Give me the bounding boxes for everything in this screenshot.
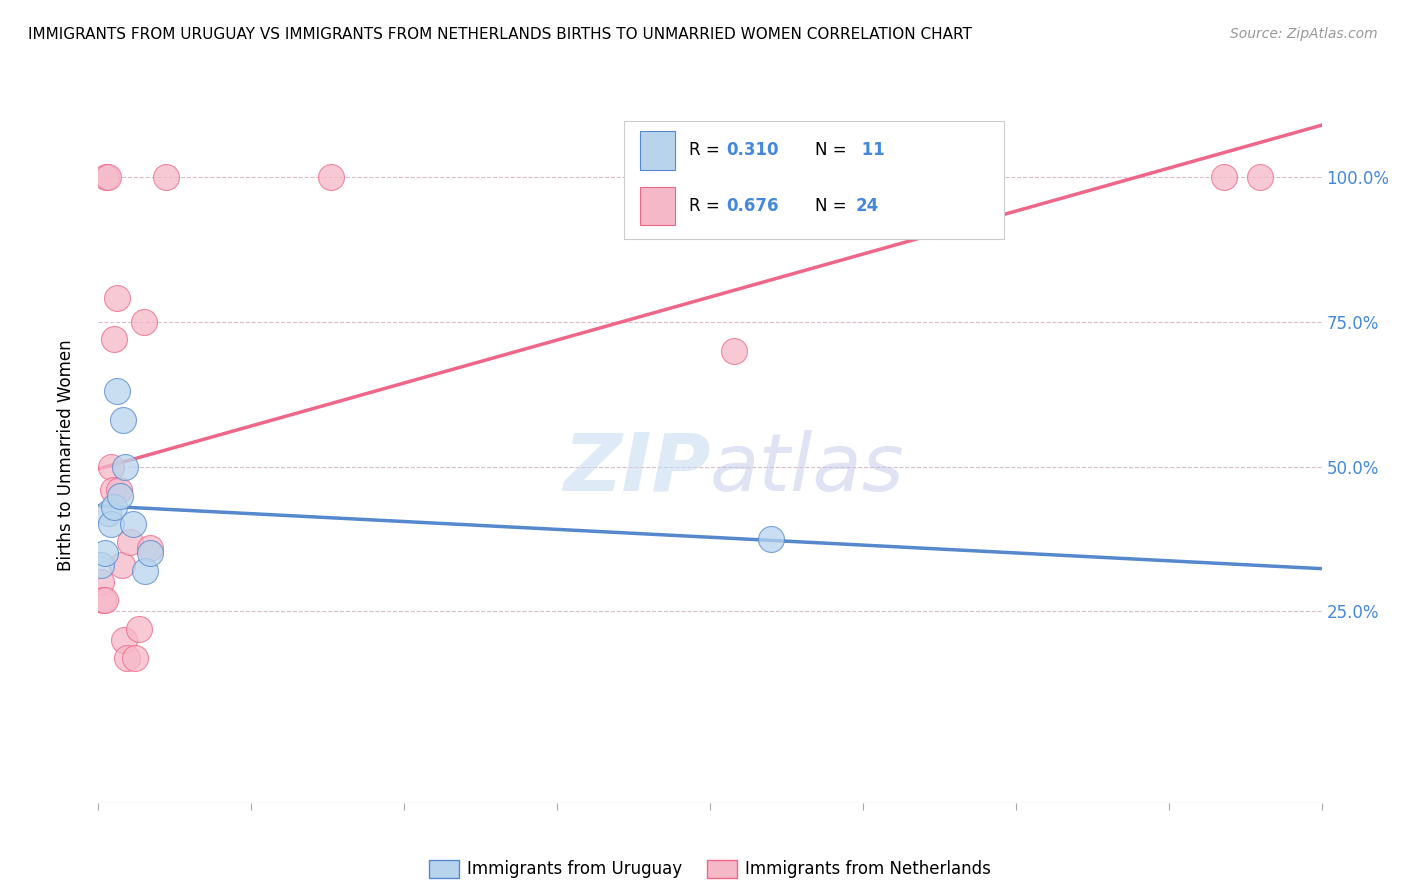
Text: N =: N = bbox=[815, 141, 852, 159]
Point bbox=[114, 459, 136, 474]
Text: 0.310: 0.310 bbox=[725, 141, 779, 159]
Point bbox=[91, 592, 114, 607]
Point bbox=[111, 413, 134, 427]
Point bbox=[105, 384, 128, 398]
Point bbox=[112, 633, 135, 648]
Point bbox=[132, 315, 155, 329]
Point bbox=[100, 459, 122, 474]
Point bbox=[319, 169, 342, 184]
Point bbox=[97, 169, 120, 184]
Text: R =: R = bbox=[689, 141, 725, 159]
Point bbox=[101, 483, 124, 497]
Point bbox=[139, 546, 162, 561]
Point bbox=[100, 517, 122, 532]
Point bbox=[110, 489, 132, 503]
Text: ZIP: ZIP bbox=[562, 430, 710, 508]
Point bbox=[120, 534, 142, 549]
Point bbox=[111, 558, 134, 573]
FancyBboxPatch shape bbox=[624, 121, 1004, 239]
Point bbox=[121, 517, 143, 532]
Legend: Immigrants from Uruguay, Immigrants from Netherlands: Immigrants from Uruguay, Immigrants from… bbox=[422, 853, 998, 885]
Point bbox=[134, 564, 156, 578]
Point bbox=[128, 622, 150, 636]
Point bbox=[139, 541, 162, 555]
FancyBboxPatch shape bbox=[640, 131, 675, 169]
Point bbox=[124, 651, 146, 665]
Point bbox=[1250, 169, 1272, 184]
Point bbox=[94, 169, 117, 184]
Text: N =: N = bbox=[815, 197, 852, 215]
Text: 24: 24 bbox=[856, 197, 879, 215]
Point bbox=[723, 343, 745, 358]
Point bbox=[97, 506, 120, 520]
Text: IMMIGRANTS FROM URUGUAY VS IMMIGRANTS FROM NETHERLANDS BIRTHS TO UNMARRIED WOMEN: IMMIGRANTS FROM URUGUAY VS IMMIGRANTS FR… bbox=[28, 27, 972, 42]
Point bbox=[155, 169, 177, 184]
Point bbox=[90, 558, 112, 573]
FancyBboxPatch shape bbox=[640, 187, 675, 226]
Text: Source: ZipAtlas.com: Source: ZipAtlas.com bbox=[1230, 27, 1378, 41]
Point bbox=[883, 169, 905, 184]
Point bbox=[115, 651, 138, 665]
Text: R =: R = bbox=[689, 197, 725, 215]
Point bbox=[103, 500, 125, 514]
Text: atlas: atlas bbox=[710, 430, 905, 508]
Point bbox=[93, 546, 115, 561]
Point bbox=[108, 483, 131, 497]
Y-axis label: Births to Unmarried Women: Births to Unmarried Women bbox=[56, 339, 75, 571]
Point bbox=[103, 332, 125, 346]
Point bbox=[93, 592, 115, 607]
Point bbox=[90, 575, 112, 590]
Point bbox=[1212, 169, 1234, 184]
Point bbox=[105, 291, 128, 305]
Text: 0.676: 0.676 bbox=[725, 197, 779, 215]
Point bbox=[761, 532, 783, 546]
Text: 11: 11 bbox=[856, 141, 884, 159]
